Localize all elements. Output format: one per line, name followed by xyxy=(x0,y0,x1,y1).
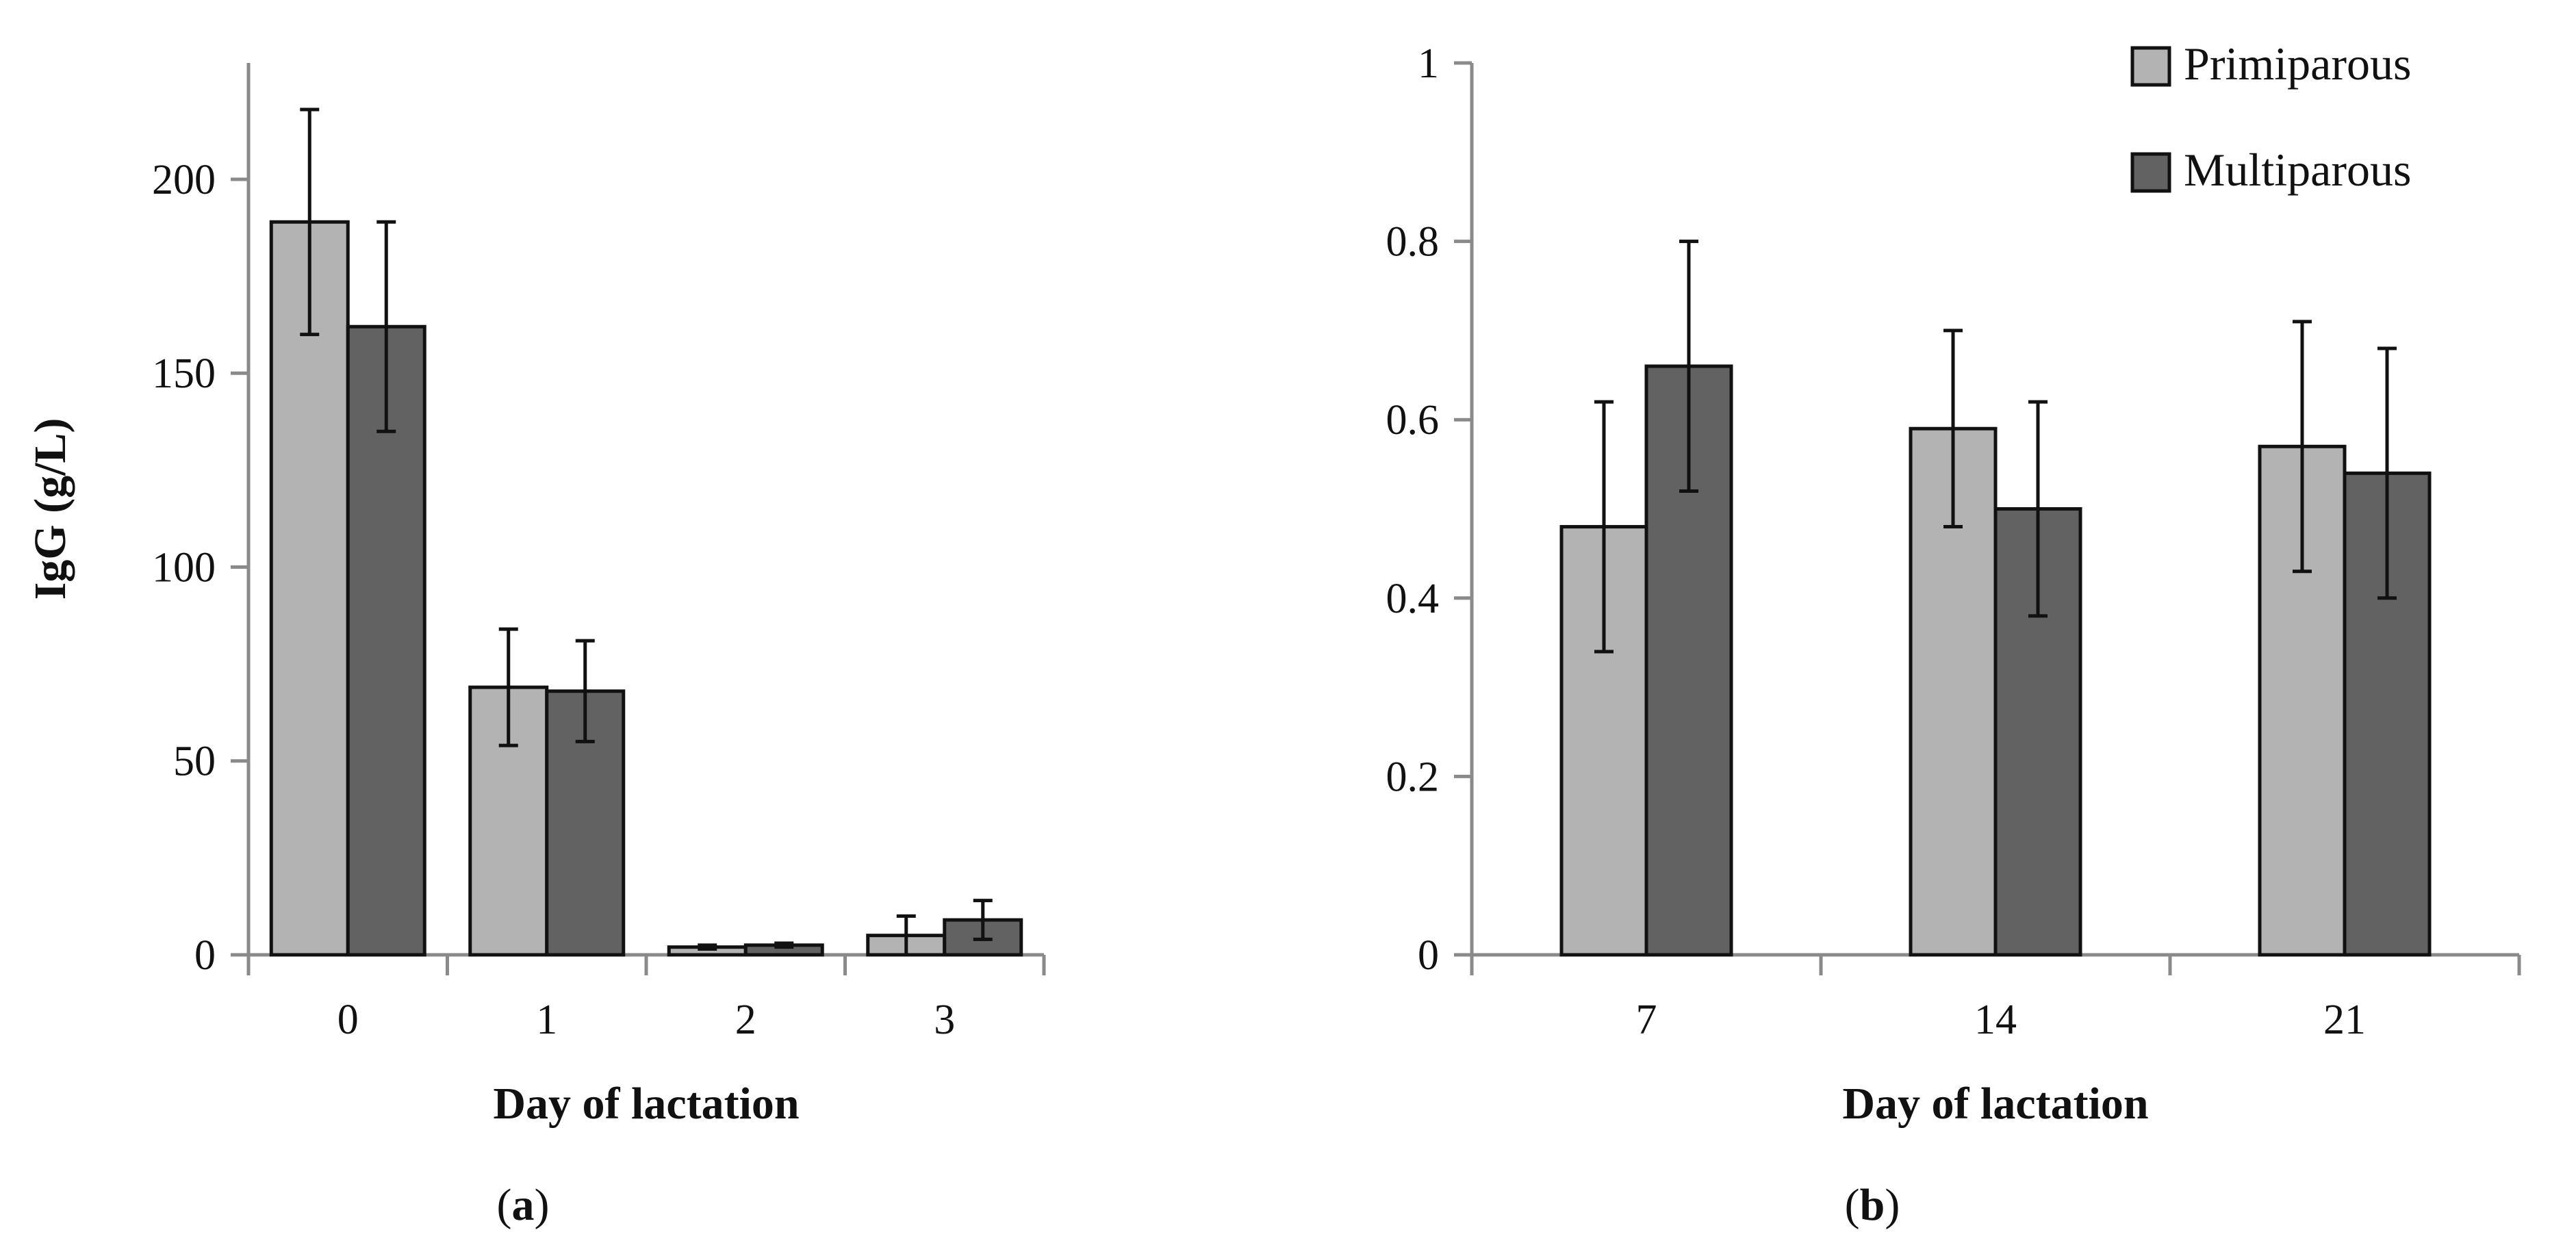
legend-swatch-primiparous xyxy=(2130,46,2171,87)
y-tick-label: 1 xyxy=(1418,40,1439,87)
y-tick-label: 0.2 xyxy=(1386,754,1440,800)
bar-primiparous-day-0 xyxy=(269,220,350,957)
legend-swatch-multiparous xyxy=(2130,152,2171,193)
y-tick-label: 150 xyxy=(152,350,216,397)
panel-label-part: ) xyxy=(1885,1180,1900,1230)
panel-label-part: b xyxy=(1860,1180,1885,1230)
panel-a: 0 50 100 150 200 0 1 2 3 Day of lactation IgG (g/L… xyxy=(25,63,1046,1230)
x-axis-label: Day of lactation xyxy=(1842,1079,2148,1129)
panel-b: 0 0.2 0.4 0.6 0.8 1 7 14 21 Day of lactation (b) xyxy=(1386,40,2521,1230)
x-tick-label: 21 xyxy=(2323,997,2366,1043)
x-tick-label: 7 xyxy=(1636,997,1657,1043)
x-axis-label: Day of lactation xyxy=(493,1079,799,1129)
x-tick-label: 1 xyxy=(536,997,557,1043)
y-axis-label: IgG (g/L) xyxy=(25,418,75,600)
x-tick-label: 0 xyxy=(337,997,359,1043)
y-tick-label: 100 xyxy=(152,544,216,591)
y-tick-label: 0 xyxy=(194,932,216,979)
y-tick-label: 0.8 xyxy=(1386,219,1440,266)
y-tick-label: 0.4 xyxy=(1386,576,1440,622)
y-tick-label: 200 xyxy=(152,157,216,203)
panel-label-part: ) xyxy=(535,1180,550,1230)
panel-label-part: ( xyxy=(1845,1180,1860,1230)
legend-label-primiparous: Primiparous xyxy=(2184,38,2411,90)
y-tick-label: 50 xyxy=(173,739,216,785)
panel-label: (a) xyxy=(497,1180,550,1230)
legend: Primiparous Multiparous xyxy=(2130,38,2411,196)
y-tick-label: 0 xyxy=(1418,932,1439,979)
panel-label-part: ( xyxy=(497,1180,512,1230)
legend-label-multiparous: Multiparous xyxy=(2184,144,2411,196)
x-tick-label: 14 xyxy=(1974,997,2017,1043)
y-tick-label: 0.6 xyxy=(1386,397,1440,444)
panel-label-part: a xyxy=(512,1180,535,1230)
x-tick-label: 2 xyxy=(735,997,756,1043)
x-tick-label: 3 xyxy=(934,997,955,1043)
panel-label: (b) xyxy=(1845,1180,1900,1230)
